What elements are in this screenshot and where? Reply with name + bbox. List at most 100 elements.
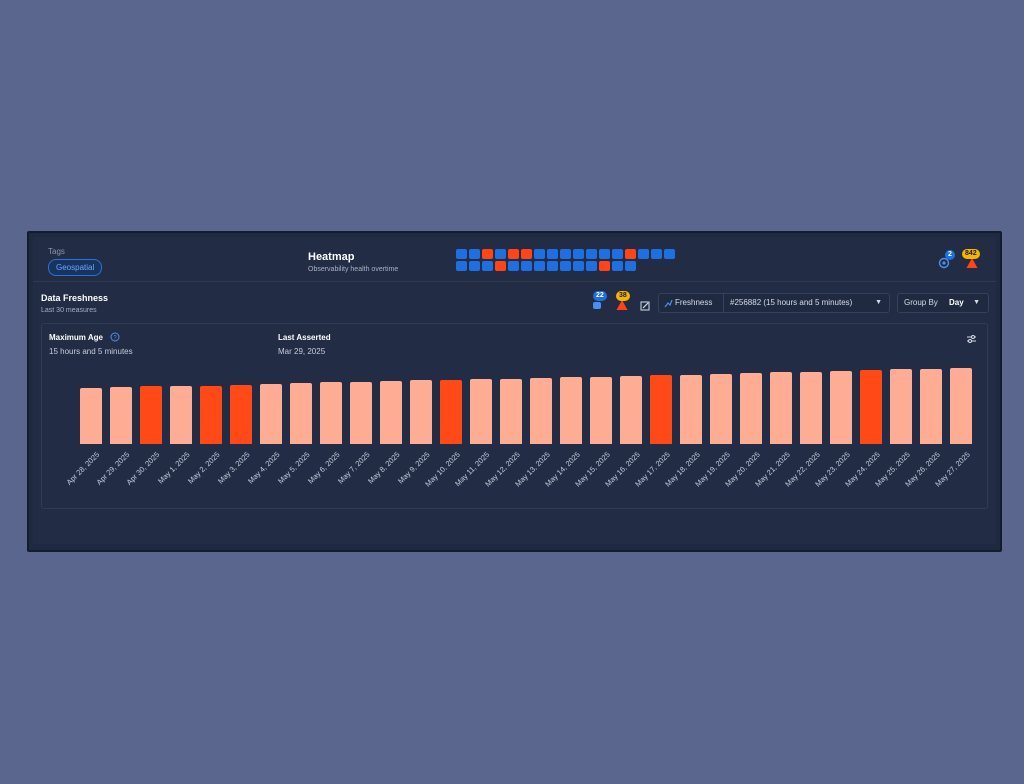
- bar-20[interactable]: [680, 374, 702, 444]
- heatmap-row: [456, 261, 675, 271]
- bar-10[interactable]: [380, 380, 402, 444]
- header-bar: Tags Geospatial Heatmap Observability he…: [33, 237, 996, 282]
- heatmap-cell[interactable]: [599, 249, 610, 259]
- watch-icon[interactable]: [591, 299, 603, 311]
- heatmap-cell[interactable]: [612, 249, 623, 259]
- heatmap-cell[interactable]: [456, 249, 467, 259]
- bar-25[interactable]: [830, 370, 852, 444]
- heatmap-title: Heatmap: [308, 251, 355, 263]
- heatmap-cell[interactable]: [547, 249, 558, 259]
- bar-15[interactable]: [530, 377, 552, 444]
- chevron-down-icon: ▼: [973, 299, 980, 306]
- bar-27[interactable]: [890, 368, 912, 444]
- heatmap-cell[interactable]: [625, 249, 636, 259]
- bar-22[interactable]: [740, 372, 762, 444]
- heatmap-cell[interactable]: [560, 249, 571, 259]
- last-asserted-value: Mar 29, 2025: [278, 347, 326, 356]
- bar-21[interactable]: [710, 373, 732, 444]
- heatmap-cell[interactable]: [495, 249, 506, 259]
- heatmap-cell[interactable]: [547, 261, 558, 271]
- heatmap-cell[interactable]: [521, 261, 532, 271]
- watch-count-badge: 2: [945, 250, 955, 260]
- section-subtitle: Last 30 measures: [41, 307, 97, 314]
- bar-24[interactable]: [800, 371, 822, 444]
- heatmap-cell[interactable]: [508, 261, 519, 271]
- metric-label: Freshness: [675, 298, 713, 307]
- heatmap-cell[interactable]: [534, 249, 545, 259]
- group-by-value: Day: [949, 298, 964, 307]
- bar-19[interactable]: [650, 374, 672, 444]
- heatmap-grid: [456, 249, 675, 273]
- bar-plot: Apr 28, 2025 Apr 29, 2025 Apr 30, 2025 May …: [42, 324, 987, 508]
- bar-7[interactable]: [290, 382, 312, 444]
- max-age-label: Maximum Age: [49, 333, 103, 342]
- heatmap-cell[interactable]: [651, 249, 662, 259]
- heatmap-cell[interactable]: [625, 261, 636, 271]
- svg-text:?: ?: [113, 336, 117, 342]
- heatmap-cell[interactable]: [469, 261, 480, 271]
- heatmap-cell[interactable]: [586, 249, 597, 259]
- bar-4[interactable]: [200, 385, 222, 444]
- heatmap-cell[interactable]: [495, 261, 506, 271]
- section-title: Data Freshness: [41, 293, 109, 303]
- bar-0[interactable]: [80, 388, 102, 444]
- chevron-down-icon: ▼: [875, 299, 882, 306]
- bar-9[interactable]: [350, 381, 372, 444]
- eye-icon[interactable]: [938, 257, 950, 269]
- heatmap-cell[interactable]: [521, 249, 532, 259]
- bar-13[interactable]: [470, 378, 492, 444]
- heatmap-cell[interactable]: [638, 249, 649, 259]
- settings-sliders-icon[interactable]: [966, 334, 977, 344]
- run-label: #256882 (15 hours and 5 minutes): [730, 298, 853, 307]
- bar-1[interactable]: [110, 387, 132, 444]
- alert-triangle-icon[interactable]: [616, 299, 628, 311]
- bar-28[interactable]: [920, 368, 942, 444]
- chart-container: Maximum Age ? 15 hours and 5 minutes Las…: [41, 323, 988, 509]
- heatmap-cell[interactable]: [456, 261, 467, 271]
- tag-geospatial[interactable]: Geospatial: [48, 259, 103, 276]
- bar-16[interactable]: [560, 376, 582, 444]
- heatmap-cell[interactable]: [573, 261, 584, 271]
- heatmap-cell[interactable]: [612, 261, 623, 271]
- metric-selector[interactable]: Freshness #256882 (15 hours and 5 minute…: [658, 293, 890, 313]
- bar-12[interactable]: [440, 379, 462, 444]
- heatmap-row: [456, 249, 675, 259]
- heatmap-cell[interactable]: [469, 249, 480, 259]
- bar-8[interactable]: [320, 381, 342, 444]
- bar-2[interactable]: [140, 386, 162, 444]
- max-age-value: 15 hours and 5 minutes: [49, 347, 133, 356]
- heatmap-cell[interactable]: [482, 261, 493, 271]
- bar-3[interactable]: [170, 385, 192, 444]
- heatmap-cell[interactable]: [573, 249, 584, 259]
- heatmap-cell[interactable]: [508, 249, 519, 259]
- heatmap-cell[interactable]: [534, 261, 545, 271]
- heatmap-subtitle: Observability health overtime: [308, 266, 399, 273]
- bar-17[interactable]: [590, 376, 612, 444]
- freshness-alert-badge: 38: [616, 291, 630, 301]
- heatmap-cell[interactable]: [482, 249, 493, 259]
- bar-23[interactable]: [770, 371, 792, 444]
- bar-29[interactable]: [950, 367, 972, 444]
- panel-inner: Tags Geospatial Heatmap Observability he…: [33, 237, 996, 544]
- freshness-panel: Tags Geospatial Heatmap Observability he…: [27, 231, 1002, 552]
- heatmap-cell[interactable]: [599, 261, 610, 271]
- tags-label: Tags: [48, 247, 65, 256]
- group-by-label: Group By: [904, 298, 938, 307]
- group-by-selector[interactable]: Group By Day ▼: [897, 293, 989, 313]
- bar-14[interactable]: [500, 378, 522, 444]
- heatmap-cell[interactable]: [664, 249, 675, 259]
- bar-18[interactable]: [620, 375, 642, 444]
- bar-6[interactable]: [260, 383, 282, 444]
- bar-5[interactable]: [230, 384, 252, 444]
- bar-11[interactable]: [410, 379, 432, 444]
- trend-icon: [664, 299, 673, 308]
- edit-icon[interactable]: [640, 301, 650, 311]
- last-asserted-label: Last Asserted: [278, 333, 331, 342]
- bar-26[interactable]: [860, 369, 882, 444]
- freshness-watch-badge: 22: [593, 291, 607, 301]
- help-icon[interactable]: ?: [110, 332, 120, 342]
- warning-icon[interactable]: [966, 257, 978, 269]
- heatmap-cell[interactable]: [560, 261, 571, 271]
- alert-count-badge: 842: [962, 249, 980, 259]
- heatmap-cell[interactable]: [586, 261, 597, 271]
